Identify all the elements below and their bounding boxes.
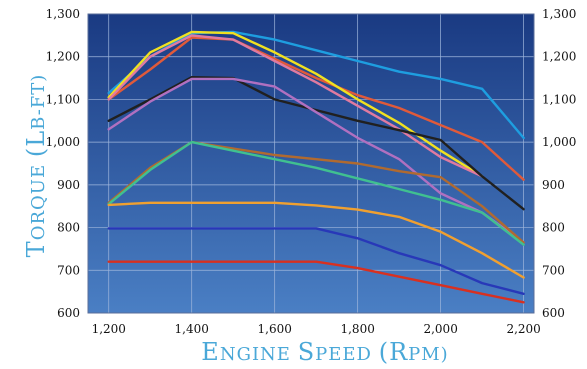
series-line bbox=[107, 76, 525, 211]
y-tick-label-left: 700 bbox=[57, 263, 80, 277]
y-tick-label-right: 1,200 bbox=[542, 50, 576, 64]
y-tick-label-left: 900 bbox=[57, 178, 80, 192]
axes: 600 600 700 700 800 800 900 900 1,000 1,000 1,100 1… bbox=[46, 7, 577, 336]
x-tick-label: 1,200 bbox=[92, 322, 126, 336]
y-tick-label-left: 1,200 bbox=[46, 50, 80, 64]
y-tick-label-left: 1,100 bbox=[46, 92, 80, 106]
x-tick-label: 2,000 bbox=[423, 322, 457, 336]
y-tick-label-right: 1,000 bbox=[542, 135, 576, 149]
series-line bbox=[107, 260, 525, 304]
y-tick-label-left: 1,300 bbox=[46, 7, 80, 21]
y-tick-label-left: 1,000 bbox=[46, 135, 80, 149]
x-axis-title: ENGINE SPEED (RPM) bbox=[201, 338, 448, 366]
plot-border bbox=[87, 13, 535, 314]
series-line bbox=[107, 77, 525, 244]
x-tick-label: 1,600 bbox=[258, 322, 292, 336]
y-axis-title: TORQUE (LB-FT) bbox=[22, 74, 50, 258]
series-lines bbox=[107, 30, 525, 304]
series-line bbox=[107, 30, 484, 178]
y-tick-label-right: 900 bbox=[542, 178, 565, 192]
series-line bbox=[107, 140, 525, 246]
y-tick-label-right: 600 bbox=[542, 306, 565, 320]
y-tick-label-left: 800 bbox=[57, 221, 80, 235]
y-tick-label-right: 700 bbox=[542, 263, 565, 277]
y-tick-label-right: 1,300 bbox=[542, 7, 576, 21]
series-line bbox=[107, 227, 525, 295]
series-line bbox=[107, 36, 525, 181]
series-line bbox=[107, 30, 525, 140]
y-tick-label-right: 1,100 bbox=[542, 92, 576, 106]
y-tick-label-right: 800 bbox=[542, 221, 565, 235]
series-line bbox=[107, 201, 525, 279]
x-tick-label: 1,400 bbox=[175, 322, 209, 336]
series-line bbox=[107, 34, 484, 178]
y-tick-label-left: 600 bbox=[57, 306, 80, 320]
x-tick-label: 2,200 bbox=[506, 322, 540, 336]
x-tick-label: 1,800 bbox=[340, 322, 374, 336]
